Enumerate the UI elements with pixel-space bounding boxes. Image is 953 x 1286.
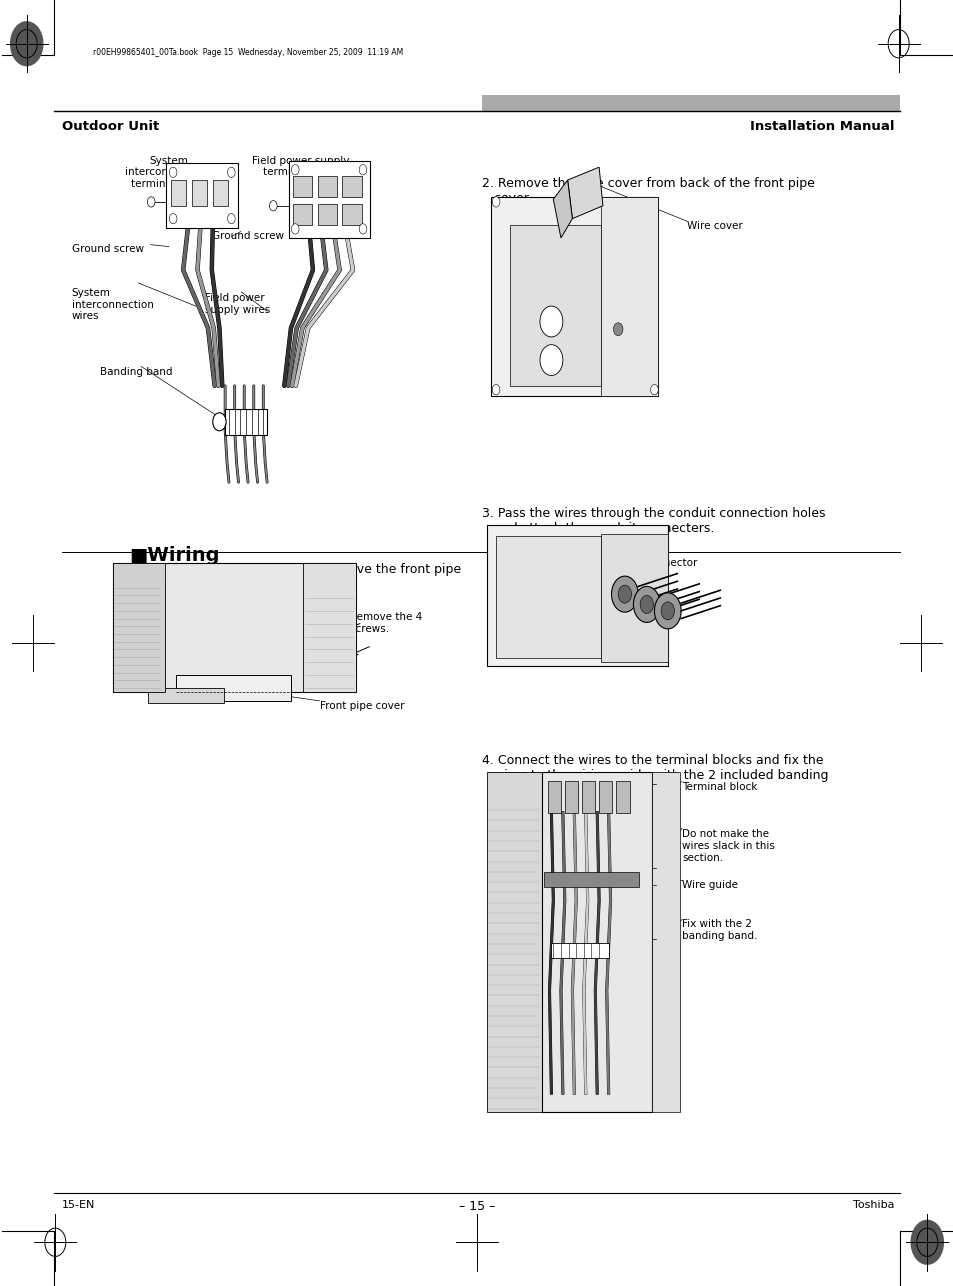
Text: 4. Connect the wires to the terminal blocks and fix the
   wires to the wiring g: 4. Connect the wires to the terminal blo… <box>481 754 827 796</box>
Circle shape <box>492 197 499 207</box>
Text: Terminal block: Terminal block <box>681 782 757 792</box>
Bar <box>317 176 336 197</box>
Circle shape <box>170 167 177 177</box>
Text: Outdoor Unit: Outdoor Unit <box>62 120 159 132</box>
Bar <box>342 204 361 225</box>
Text: Field power supply
terminal block: Field power supply terminal block <box>252 156 349 177</box>
Circle shape <box>633 586 659 622</box>
Text: – 15 –: – 15 – <box>458 1200 495 1213</box>
Text: Do not make the
wires slack in this
section.: Do not make the wires slack in this sect… <box>681 829 774 863</box>
Text: Toshiba: Toshiba <box>852 1200 894 1210</box>
Circle shape <box>639 595 653 613</box>
Text: Front pipe cover: Front pipe cover <box>319 701 404 711</box>
Text: Ground screw: Ground screw <box>212 231 283 242</box>
Polygon shape <box>553 180 572 238</box>
Bar <box>112 563 355 692</box>
Bar <box>541 772 651 1112</box>
FancyBboxPatch shape <box>600 197 658 396</box>
Text: 1. Remove the front panel and remove the front pipe
   cover.: 1. Remove the front panel and remove the… <box>129 563 460 590</box>
Text: Conduit connector: Conduit connector <box>600 558 697 568</box>
Bar <box>225 409 267 435</box>
Text: Wire guide: Wire guide <box>681 880 738 890</box>
Circle shape <box>613 323 622 336</box>
Text: Fix with the 2
banding band.: Fix with the 2 banding band. <box>681 919 757 941</box>
Bar <box>148 688 224 703</box>
FancyBboxPatch shape <box>176 675 291 701</box>
Bar <box>293 176 312 197</box>
Bar <box>317 204 336 225</box>
Bar <box>303 563 355 692</box>
Circle shape <box>213 413 226 431</box>
Bar <box>112 563 165 692</box>
Bar <box>581 781 595 813</box>
Circle shape <box>909 1219 943 1265</box>
FancyBboxPatch shape <box>496 536 600 658</box>
Circle shape <box>611 576 638 612</box>
Text: System
interconncection
terminal block: System interconncection terminal block <box>125 156 213 189</box>
Circle shape <box>170 213 177 224</box>
Text: 15-EN: 15-EN <box>62 1200 95 1210</box>
Circle shape <box>10 21 44 67</box>
Circle shape <box>358 165 366 175</box>
Circle shape <box>227 213 234 224</box>
Circle shape <box>660 602 674 620</box>
Text: 3. Pass the wires through the conduit connection holes
   and attach the conduit: 3. Pass the wires through the conduit co… <box>481 507 824 535</box>
Circle shape <box>227 167 234 177</box>
Bar <box>564 781 578 813</box>
Polygon shape <box>567 167 602 219</box>
Text: System
interconnection
wires: System interconnection wires <box>71 288 153 322</box>
Text: 2. Remove the wire cover from back of the front pipe
   cover.: 2. Remove the wire cover from back of th… <box>481 177 814 206</box>
Circle shape <box>650 385 658 395</box>
Circle shape <box>539 345 562 376</box>
Bar <box>547 781 560 813</box>
Bar <box>342 176 361 197</box>
FancyBboxPatch shape <box>510 225 600 386</box>
Text: Installation Manual: Installation Manual <box>750 120 894 132</box>
FancyBboxPatch shape <box>600 534 667 662</box>
Bar <box>213 180 228 206</box>
Bar <box>651 772 679 1112</box>
FancyBboxPatch shape <box>491 197 658 396</box>
Bar <box>293 204 312 225</box>
Bar <box>192 180 207 206</box>
Text: Remove the 4
screws.: Remove the 4 screws. <box>350 612 422 634</box>
Text: ■Wiring: ■Wiring <box>129 545 219 565</box>
Bar <box>543 872 639 887</box>
Circle shape <box>358 224 366 234</box>
Bar <box>486 772 541 1112</box>
Bar <box>616 781 629 813</box>
Bar <box>288 161 369 238</box>
FancyBboxPatch shape <box>486 525 667 666</box>
Bar <box>598 781 612 813</box>
Circle shape <box>654 593 680 629</box>
Bar <box>551 943 608 958</box>
Bar <box>171 180 186 206</box>
Bar <box>481 95 899 112</box>
Text: Wire cover: Wire cover <box>686 221 741 231</box>
Text: r00EH99865401_00Ta.book  Page 15  Wednesday, November 25, 2009  11:19 AM: r00EH99865401_00Ta.book Page 15 Wednesda… <box>93 49 403 57</box>
Circle shape <box>539 306 562 337</box>
Circle shape <box>492 385 499 395</box>
Circle shape <box>292 165 298 175</box>
Bar <box>166 163 237 228</box>
Circle shape <box>618 585 631 603</box>
Text: Ground screw: Ground screw <box>71 244 143 255</box>
Circle shape <box>292 224 298 234</box>
Text: Banding band: Banding band <box>100 367 172 377</box>
Text: Field power
supply wires: Field power supply wires <box>205 293 270 315</box>
